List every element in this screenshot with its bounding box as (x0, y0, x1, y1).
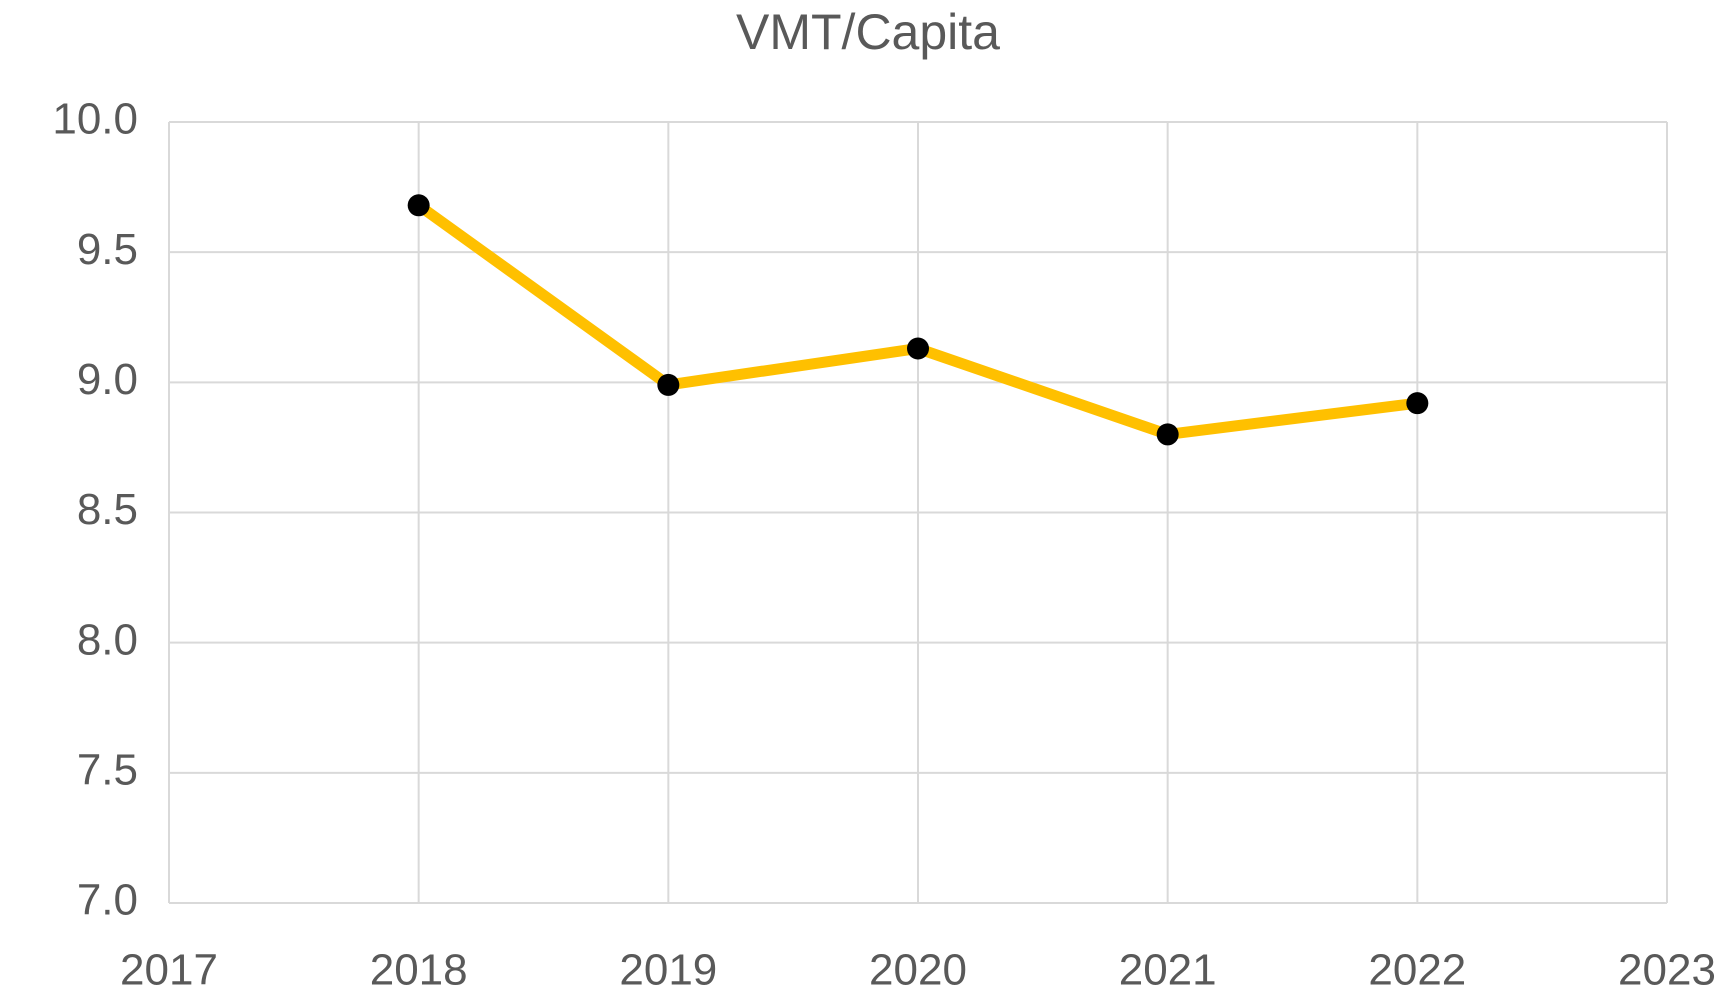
y-tick-label: 8.0 (77, 615, 138, 664)
y-tick-label: 7.0 (77, 876, 138, 925)
x-tick-label: 2023 (1618, 946, 1716, 994)
y-tick-label: 7.5 (77, 745, 138, 794)
y-tick-label: 8.5 (77, 485, 138, 534)
chart-title: VMT/Capita (736, 4, 1000, 60)
y-tick-label: 9.5 (77, 225, 138, 274)
y-tick-label: 9.0 (77, 355, 138, 404)
x-tick-label: 2022 (1368, 946, 1466, 994)
y-tick-label: 10.0 (52, 95, 138, 144)
data-point (1406, 392, 1429, 415)
x-tick-label: 2021 (1119, 946, 1217, 994)
data-point (1156, 423, 1179, 446)
data-point (657, 373, 680, 396)
data-point (907, 337, 929, 360)
data-point (407, 194, 430, 217)
x-tick-label: 2018 (370, 946, 468, 994)
x-tick-label: 2020 (869, 946, 967, 994)
x-tick-label: 2019 (619, 946, 717, 994)
x-tick-label: 2017 (120, 946, 218, 994)
